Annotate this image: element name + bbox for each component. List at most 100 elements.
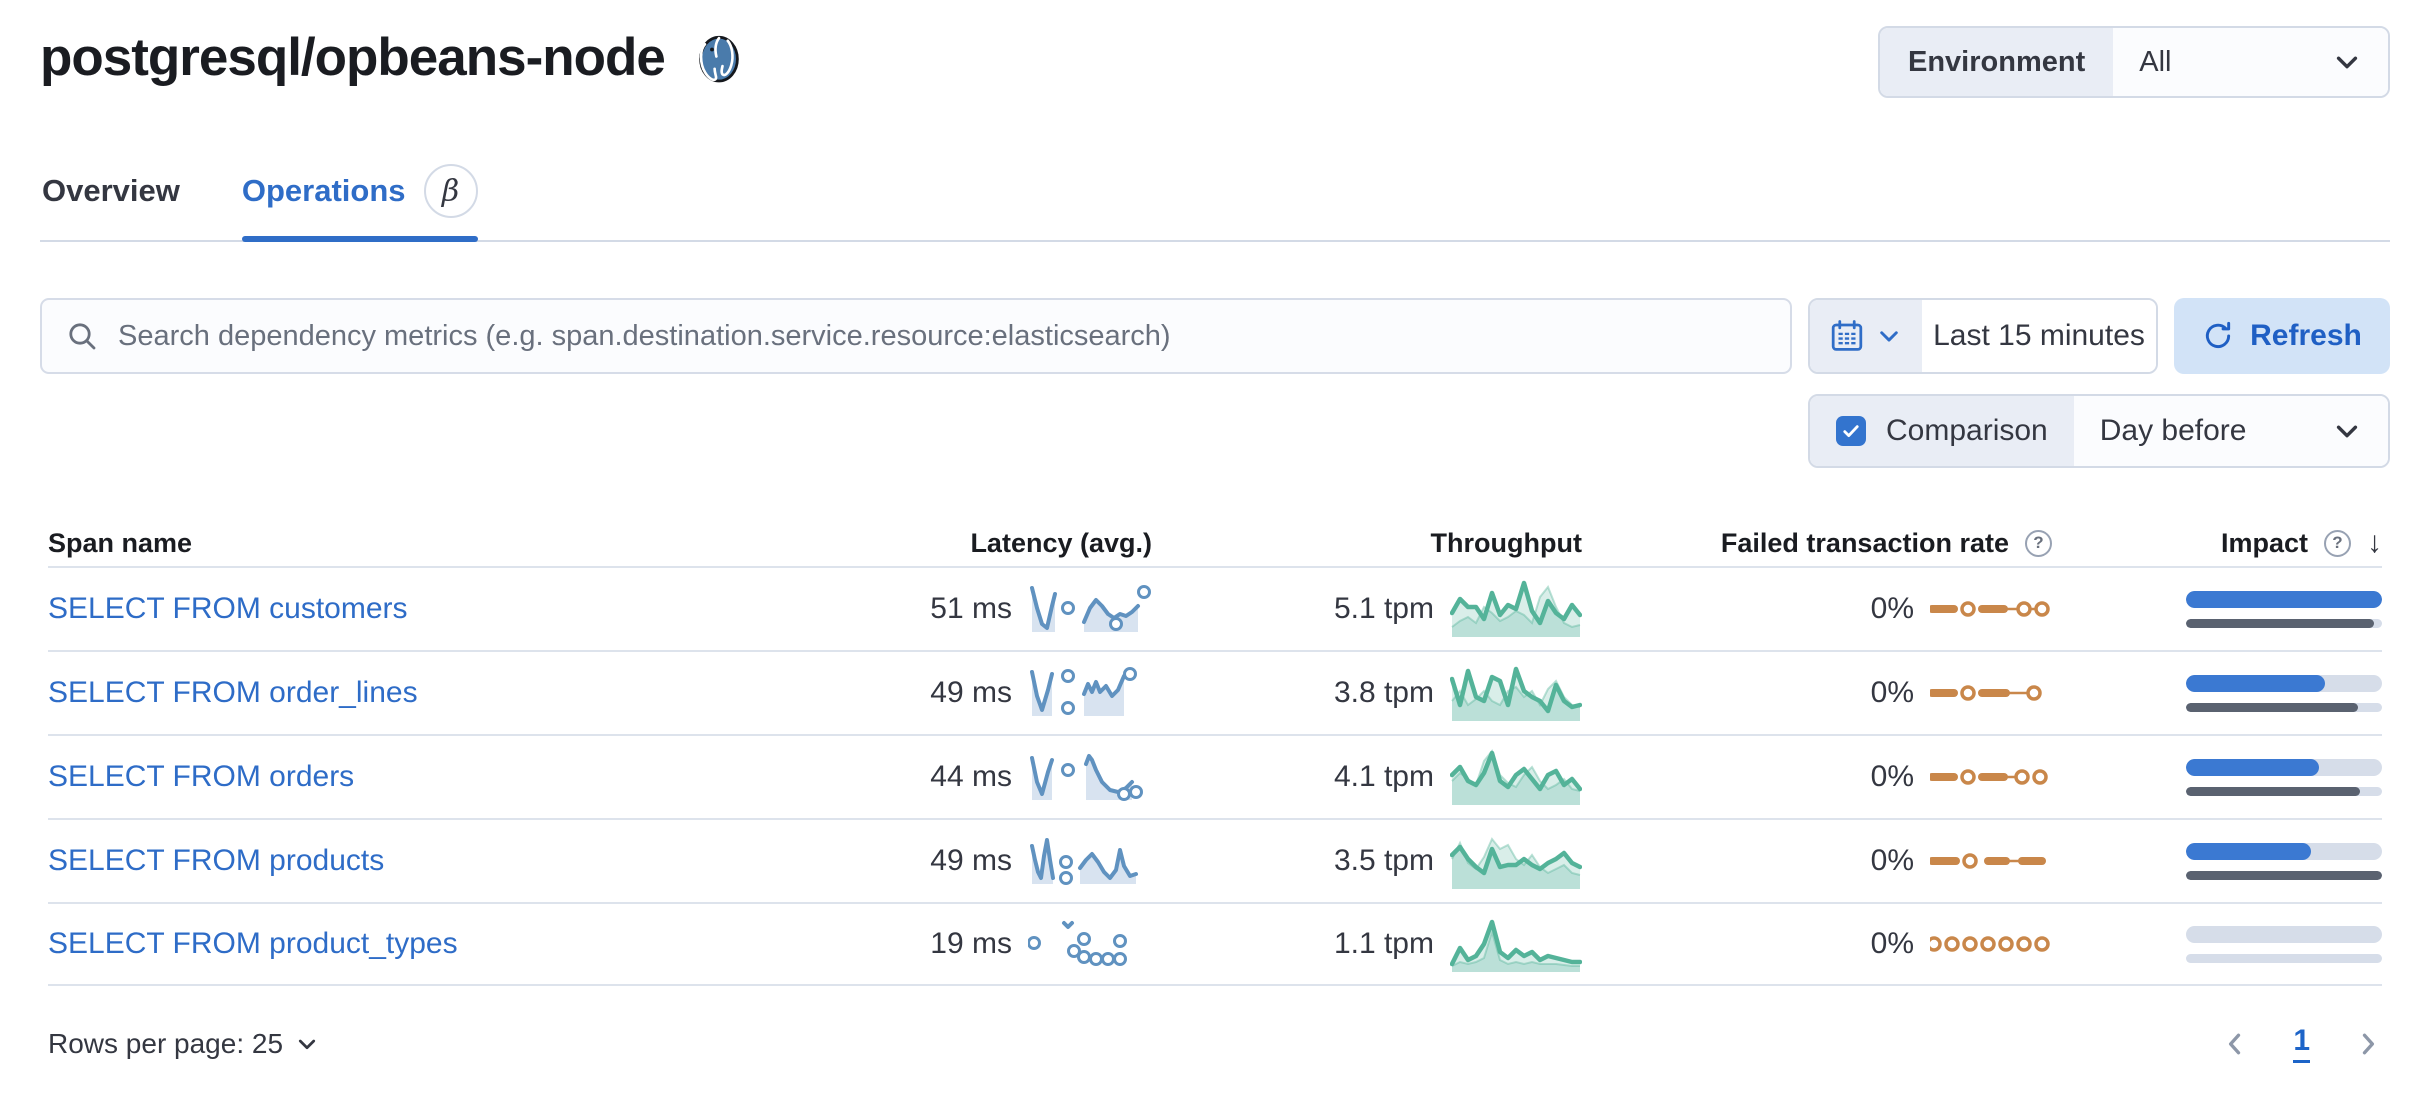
latency-cell: 44 ms <box>712 750 1152 804</box>
impact-bar-current <box>2186 758 2382 776</box>
impact-bar-previous <box>2186 786 2382 796</box>
latency-value: 19 ms <box>930 927 1012 960</box>
previous-page-icon[interactable] <box>2221 1030 2249 1058</box>
throughput-value: 5.1 tpm <box>1333 592 1434 625</box>
span-name-link[interactable]: SELECT FROM customers <box>48 592 408 625</box>
rows-per-page-label: Rows per page: 25 <box>48 1027 284 1059</box>
latency-value: 44 ms <box>930 760 1012 793</box>
comparison-label: Comparison <box>1886 414 2048 447</box>
impact-bars <box>2186 590 2382 628</box>
impact-cell <box>2052 842 2382 880</box>
comparison-toggle: Comparison <box>1810 396 2074 466</box>
rows-per-page-button[interactable]: Rows per page: 25 <box>48 1028 319 1060</box>
toolbar: Last 15 minutes Refresh <box>40 298 2390 374</box>
latency-cell: 49 ms <box>712 666 1152 720</box>
span-name-link[interactable]: SELECT FROM product_types <box>48 927 458 960</box>
pager: 1 <box>2221 1024 2382 1063</box>
comparison-checkbox[interactable] <box>1836 416 1866 446</box>
span-name-link[interactable]: SELECT FROM products <box>48 844 385 877</box>
environment-select[interactable]: Environment All <box>1878 26 2390 98</box>
throughput-cell: 5.1 tpm <box>1152 579 1582 639</box>
span-name-link[interactable]: SELECT FROM order_lines <box>48 676 418 709</box>
table-header: Span name Latency (avg.) Throughput Fail… <box>48 520 2382 566</box>
impact-cell <box>2052 590 2382 628</box>
latency-value: 51 ms <box>930 592 1012 625</box>
impact-bar-current <box>2186 842 2382 860</box>
failed-rate-sparkline <box>1930 844 2052 878</box>
failed-rate-cell: 0% <box>1582 676 2052 710</box>
header-failed-rate[interactable]: Failed transaction rate ? <box>1582 528 2052 559</box>
latency-value: 49 ms <box>930 844 1012 877</box>
impact-cell <box>2052 758 2382 796</box>
failed-rate-value: 0% <box>1870 676 1914 709</box>
comparison-select[interactable]: Day before <box>2073 396 2388 466</box>
failed-rate-cell: 0% <box>1582 760 2052 794</box>
failed-rate-cell: 0% <box>1582 927 2052 961</box>
header-impact-label: Impact <box>2220 527 2308 558</box>
span-name-cell: SELECT FROM orders <box>48 760 712 794</box>
tabs: Overview Operations β <box>40 164 2390 242</box>
impact-bar-previous <box>2186 702 2382 712</box>
throughput-sparkline <box>1450 747 1582 807</box>
pagination-row: Rows per page: 25 1 <box>40 1024 2390 1063</box>
span-name-cell: SELECT FROM customers <box>48 592 712 626</box>
failed-rate-value: 0% <box>1870 844 1914 877</box>
tab-overview-label: Overview <box>42 173 180 208</box>
impact-bars <box>2186 842 2382 880</box>
throughput-value: 3.8 tpm <box>1333 676 1434 709</box>
calendar-icon <box>1831 320 1863 351</box>
throughput-sparkline <box>1450 831 1582 891</box>
question-icon[interactable]: ? <box>2025 529 2052 557</box>
search-input[interactable] <box>118 319 1766 353</box>
question-icon[interactable]: ? <box>2324 529 2351 557</box>
latency-cell: 49 ms <box>712 834 1152 888</box>
tab-overview[interactable]: Overview <box>42 164 180 240</box>
page-number-1[interactable]: 1 <box>2293 1024 2310 1063</box>
throughput-cell: 3.5 tpm <box>1152 831 1582 891</box>
failed-rate-sparkline <box>1930 927 2052 961</box>
impact-bars <box>2186 758 2382 796</box>
failed-rate-cell: 0% <box>1582 844 2052 878</box>
impact-bar-current <box>2186 590 2382 608</box>
latency-sparkline <box>1028 582 1152 636</box>
latency-cell: 19 ms <box>712 917 1152 971</box>
throughput-value: 3.5 tpm <box>1333 844 1434 877</box>
table-row: SELECT FROM products 49 ms 3.5 tpm 0% <box>48 818 2382 902</box>
span-name-link[interactable]: SELECT FROM orders <box>48 760 355 793</box>
failed-rate-cell: 0% <box>1582 592 2052 626</box>
tab-operations[interactable]: Operations β <box>241 164 478 242</box>
chevron-down-icon <box>298 1039 316 1049</box>
header-span-name[interactable]: Span name <box>48 527 193 558</box>
search-box <box>40 298 1792 374</box>
page-title: postgresql/opbeans-node <box>40 27 666 87</box>
date-picker-quick-menu-button[interactable] <box>1810 300 1922 372</box>
latency-sparkline <box>1028 666 1152 720</box>
impact-cell <box>2052 925 2382 963</box>
chevron-down-icon <box>1880 331 1898 342</box>
environment-value: All <box>2113 28 2388 96</box>
refresh-icon <box>2206 321 2231 348</box>
check-icon <box>1843 425 1859 437</box>
throughput-sparkline <box>1450 914 1582 974</box>
refresh-button[interactable]: Refresh <box>2174 298 2390 374</box>
sort-desc-icon[interactable]: ↓ <box>2367 526 2382 559</box>
failed-rate-value: 0% <box>1870 592 1914 625</box>
search-icon <box>69 323 96 350</box>
next-page-icon[interactable] <box>2354 1030 2382 1058</box>
postgresql-icon <box>699 35 739 83</box>
comparison-selected: Day before <box>2099 414 2247 447</box>
failed-rate-sparkline <box>1930 592 2052 626</box>
span-name-cell: SELECT FROM products <box>48 844 712 878</box>
latency-value: 49 ms <box>930 676 1012 709</box>
throughput-cell: 3.8 tpm <box>1152 663 1582 723</box>
header-latency[interactable]: Latency (avg.) <box>970 527 1152 558</box>
date-picker: Last 15 minutes <box>1808 298 2158 374</box>
throughput-sparkline <box>1450 579 1582 639</box>
time-range-button[interactable]: Last 15 minutes <box>1922 300 2156 372</box>
impact-bar-previous <box>2186 953 2382 963</box>
throughput-cell: 1.1 tpm <box>1152 914 1582 974</box>
latency-sparkline <box>1028 750 1152 804</box>
header-impact[interactable]: Impact ? ↓ <box>2052 526 2382 560</box>
header-throughput[interactable]: Throughput <box>1430 527 1582 558</box>
